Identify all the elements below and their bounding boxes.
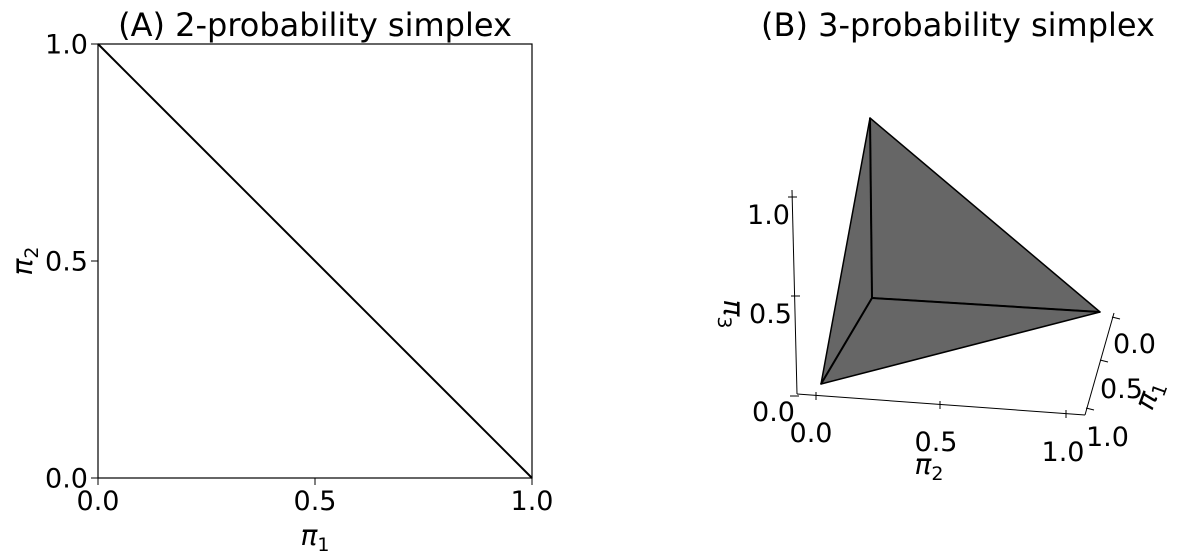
panel-a-x-tick-label: 0.0 [77, 486, 120, 517]
panel-b: (B) 3-probability simplex 0.0 0.5 1.0 0.… [713, 6, 1172, 485]
panel-a: (A) 2-probability simplex 0.0 0.5 1.0 0.… [6, 6, 553, 556]
panel-b-x-tick-mark [1085, 407, 1095, 411]
panel-a-y-tick-label: 0.5 [45, 247, 88, 278]
panel-a-x-tick-label: 0.5 [294, 486, 337, 517]
panel-a-x-axis-label: π1 [301, 519, 330, 556]
panel-b-x-axis-line [1084, 312, 1115, 416]
panel-a-series-line [97, 43, 533, 479]
panel-b-simplex-face-pi1-pi3 [869, 117, 1101, 313]
panel-b-z-tick-label: 1.0 [747, 200, 790, 231]
panel-a-y-tick-label: 0.0 [45, 464, 88, 495]
panel-b-y-tick-label: 0.5 [915, 427, 958, 458]
panel-b-x-tick-mark [1111, 316, 1121, 320]
panel-b-y-tick-label: 0.0 [790, 418, 833, 449]
panel-b-x-tick-mark [1099, 359, 1109, 363]
panel-b-simplex-edge [820, 297, 873, 385]
panel-b-z-tick-label: 0.5 [749, 299, 792, 330]
panel-b-x-tick-label: 0.5 [1100, 374, 1143, 405]
panel-b-simplex-edge [871, 297, 1101, 313]
panel-b-title: (B) 3-probability simplex [761, 6, 1155, 44]
panel-b-pi3-axis-label: π3 [713, 300, 750, 329]
panel-b-y-axis-line [796, 393, 1086, 416]
panel-a-title: (A) 2-probability simplex [118, 6, 512, 44]
panel-a-y-tick-label: 1.0 [45, 30, 88, 61]
panel-a-x-ticks: 0.0 0.5 1.0 [77, 478, 554, 517]
panel-a-y-axis-label: π2 [6, 247, 43, 276]
panel-a-y-ticks: 0.0 0.5 1.0 [45, 30, 98, 495]
panel-b-z-tick-label: 0.0 [752, 397, 795, 428]
panel-b-x-tick-label: 0.0 [1113, 329, 1156, 360]
panel-b-y-tick-label: 1.0 [1042, 437, 1085, 468]
panel-b-z-axis-line [791, 189, 798, 395]
panel-b-pi2-axis-label: π2 [915, 448, 944, 485]
panel-b-x-tick-label: 1.0 [1086, 422, 1129, 453]
panel-a-x-tick-label: 1.0 [511, 486, 554, 517]
panel-b-simplex-edge [869, 117, 873, 299]
